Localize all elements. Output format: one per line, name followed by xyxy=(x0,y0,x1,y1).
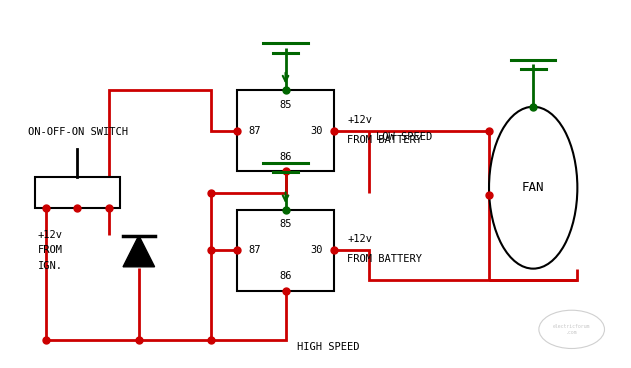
Text: 87: 87 xyxy=(248,245,261,255)
Text: FROM BATTERY: FROM BATTERY xyxy=(347,135,422,145)
Polygon shape xyxy=(123,236,155,267)
Text: electricforum
.com: electricforum .com xyxy=(553,324,591,335)
Text: LOW SPEED: LOW SPEED xyxy=(375,132,432,142)
Text: HIGH SPEED: HIGH SPEED xyxy=(297,342,360,352)
Text: 30: 30 xyxy=(310,125,323,136)
Text: FROM BATTERY: FROM BATTERY xyxy=(347,254,422,265)
Bar xyxy=(237,210,334,291)
Text: +12v: +12v xyxy=(347,114,372,125)
Text: 30: 30 xyxy=(310,245,323,255)
Ellipse shape xyxy=(489,107,577,269)
Text: 85: 85 xyxy=(280,100,292,110)
Text: +12v: +12v xyxy=(347,234,372,244)
Text: 85: 85 xyxy=(280,219,292,229)
Text: 86: 86 xyxy=(280,152,292,162)
Text: FAN: FAN xyxy=(522,181,545,194)
Text: 86: 86 xyxy=(280,271,292,281)
Bar xyxy=(35,177,120,208)
Bar xyxy=(237,90,334,171)
Text: FROM: FROM xyxy=(38,245,63,255)
Text: 87: 87 xyxy=(248,125,261,136)
Text: +12v: +12v xyxy=(38,230,63,240)
Text: IGN.: IGN. xyxy=(38,261,63,271)
Text: ON-OFF-ON SWITCH: ON-OFF-ON SWITCH xyxy=(28,127,128,138)
